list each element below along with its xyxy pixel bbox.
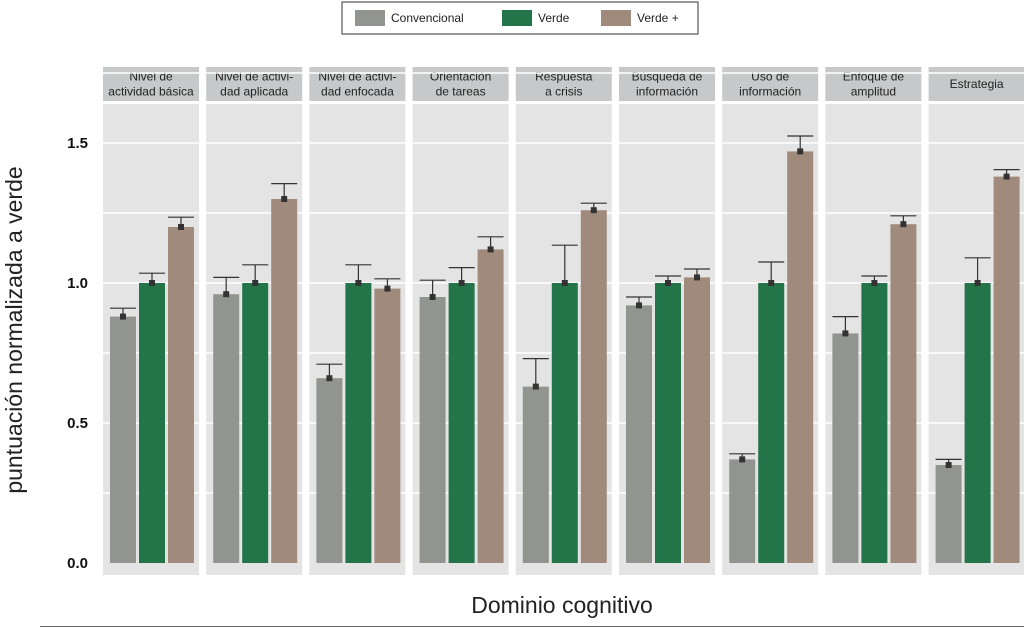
facet-label: Nivel de [129,70,173,84]
bar [758,283,785,563]
y-tick-label: 0.5 [67,415,88,432]
bar [832,333,859,563]
bar [890,224,917,563]
bar [448,283,475,563]
facet-label: Uso de [751,70,789,84]
facet-label: actividad básica [108,85,194,99]
y-tick-label: 1.0 [67,275,88,292]
bar [374,288,401,563]
y-tick-label: 1.5 [67,135,88,152]
facet-label: a crisis [545,85,582,99]
bar [213,294,240,563]
facet-label: de tareas [436,85,486,99]
facet-label: Nivel de activi- [215,70,293,84]
legend-label: Verde [538,11,570,25]
bar [993,176,1020,563]
bar [729,459,756,563]
bar [139,283,165,563]
bar [242,283,269,563]
bar [168,227,194,563]
facet-label: dad enfocada [321,85,394,99]
bar [419,297,446,563]
bar [271,199,298,563]
bar [655,283,681,563]
bar [787,151,814,563]
legend-label: Convencional [391,11,464,25]
facet-panel: Estrategia [928,67,1024,575]
bar [522,386,549,563]
legend-swatch [502,10,532,26]
bar [580,210,607,563]
legend-swatch [355,10,385,26]
bar [964,283,991,563]
x-axis-label: Dominio cognitivo [471,592,653,618]
facet-label: información [739,85,801,99]
bar [110,316,136,563]
bar [861,283,888,563]
bar [551,283,578,563]
bar [316,378,343,563]
facet-label: información [636,85,698,99]
facet-label: amplitud [851,85,896,99]
bar [477,249,504,563]
bar [345,283,372,563]
facet-label: Respuesta [535,70,593,84]
bar [684,277,710,563]
y-axis-label: puntuación normalizada a verde [1,166,27,493]
facet-label: Nivel de activi- [318,70,396,84]
y-axis: 0.0 0.5 1.0 1.5 [67,135,88,572]
legend-label: Verde + [637,11,679,25]
bar [935,465,962,563]
y-tick-label: 0.0 [67,555,88,572]
facet-label: dad aplicada [220,85,288,99]
facet-panel: Nivel de activi-dad enfocada [309,67,406,575]
legend-swatch [601,10,631,26]
bar [626,305,652,563]
facet-label: Orientación [430,70,491,84]
facet-label: Enfoque de [843,70,905,84]
facet-label: Estrategia [950,77,1004,91]
facet-panel: Nivel de activi-dad aplicada [206,67,303,575]
legend: Convencional Verde Verde + [341,1,699,35]
facet-label: Búsqueda de [632,70,703,84]
